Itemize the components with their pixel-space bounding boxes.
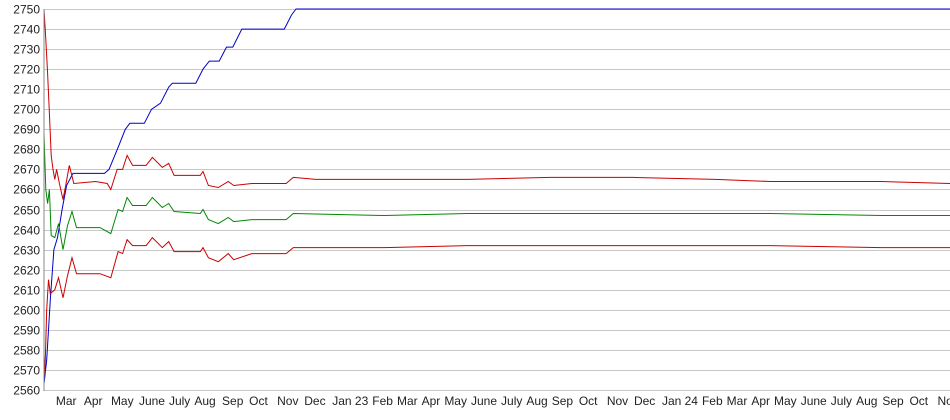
series-lines	[43, 8, 950, 385]
x-axis: Mar Apr May June July Aug Sep Oct Nov Dec Jan 23 Fe…	[56, 394, 950, 408]
gridlines	[44, 9, 950, 391]
x-tick-label: Apr	[422, 394, 441, 408]
y-tick-label: 2570	[13, 364, 40, 378]
x-tick-label: May	[444, 394, 467, 408]
y-tick-label: 2560	[13, 384, 40, 398]
y-tick-label: 2740	[13, 23, 40, 37]
y-tick-label: 2680	[13, 143, 40, 157]
x-tick-label: Mar	[56, 394, 77, 408]
x-tick-label: June	[471, 394, 497, 408]
x-tick-label: Dec	[304, 394, 325, 408]
x-tick-label: Apr	[84, 394, 103, 408]
x-tick-label: Sep	[882, 394, 904, 408]
x-tick-label: Aug	[194, 394, 215, 408]
x-tick-label: Apr	[751, 394, 770, 408]
y-tick-label: 2730	[13, 43, 40, 57]
x-tick-label: Feb	[702, 394, 723, 408]
y-tick-label: 2640	[13, 224, 40, 238]
x-tick-label: July	[501, 394, 522, 408]
x-tick-label: Oct	[909, 394, 928, 408]
x-tick-label: Oct	[579, 394, 598, 408]
x-tick-label: Dec	[634, 394, 655, 408]
y-tick-label: 2600	[13, 304, 40, 318]
x-tick-label: Nov	[277, 394, 298, 408]
x-tick-label: Sep	[552, 394, 574, 408]
x-tick-label: May	[774, 394, 797, 408]
series-line-0	[43, 8, 950, 385]
y-axis: 2560 2570 2580 2590 2600 2610 2620 2630 2640 2650…	[13, 3, 40, 398]
y-tick-label: 2580	[13, 344, 40, 358]
y-tick-label: 2610	[13, 284, 40, 298]
y-tick-label: 2620	[13, 264, 40, 278]
y-tick-label: 2700	[13, 103, 40, 117]
series-line-2	[43, 133, 950, 250]
y-tick-label: 2660	[13, 183, 40, 197]
series-line-1	[43, 8, 950, 200]
x-tick-label: Aug	[526, 394, 547, 408]
x-tick-label: Feb	[372, 394, 393, 408]
x-tick-label: July	[831, 394, 852, 408]
x-tick-label: July	[169, 394, 190, 408]
x-tick-label: Sep	[222, 394, 244, 408]
x-tick-label: Oct	[249, 394, 268, 408]
x-tick-label: Jan 24	[662, 394, 698, 408]
x-tick-label: Jan 23	[332, 394, 368, 408]
x-tick-label: June	[801, 394, 827, 408]
y-tick-label: 2650	[13, 204, 40, 218]
x-tick-label: Mar	[397, 394, 418, 408]
x-tick-label: May	[111, 394, 134, 408]
y-tick-label: 2750	[13, 3, 40, 17]
y-tick-label: 2630	[13, 244, 40, 258]
x-tick-label: Mar	[727, 394, 748, 408]
y-tick-label: 2590	[13, 324, 40, 338]
y-tick-label: 2720	[13, 63, 40, 77]
x-tick-label: June	[139, 394, 165, 408]
y-tick-label: 2670	[13, 163, 40, 177]
y-tick-label: 2690	[13, 123, 40, 137]
x-tick-label: No	[937, 394, 950, 408]
x-tick-label: Nov	[607, 394, 628, 408]
series-line-3	[43, 236, 950, 375]
y-tick-label: 2710	[13, 83, 40, 97]
x-tick-label: Aug	[856, 394, 877, 408]
